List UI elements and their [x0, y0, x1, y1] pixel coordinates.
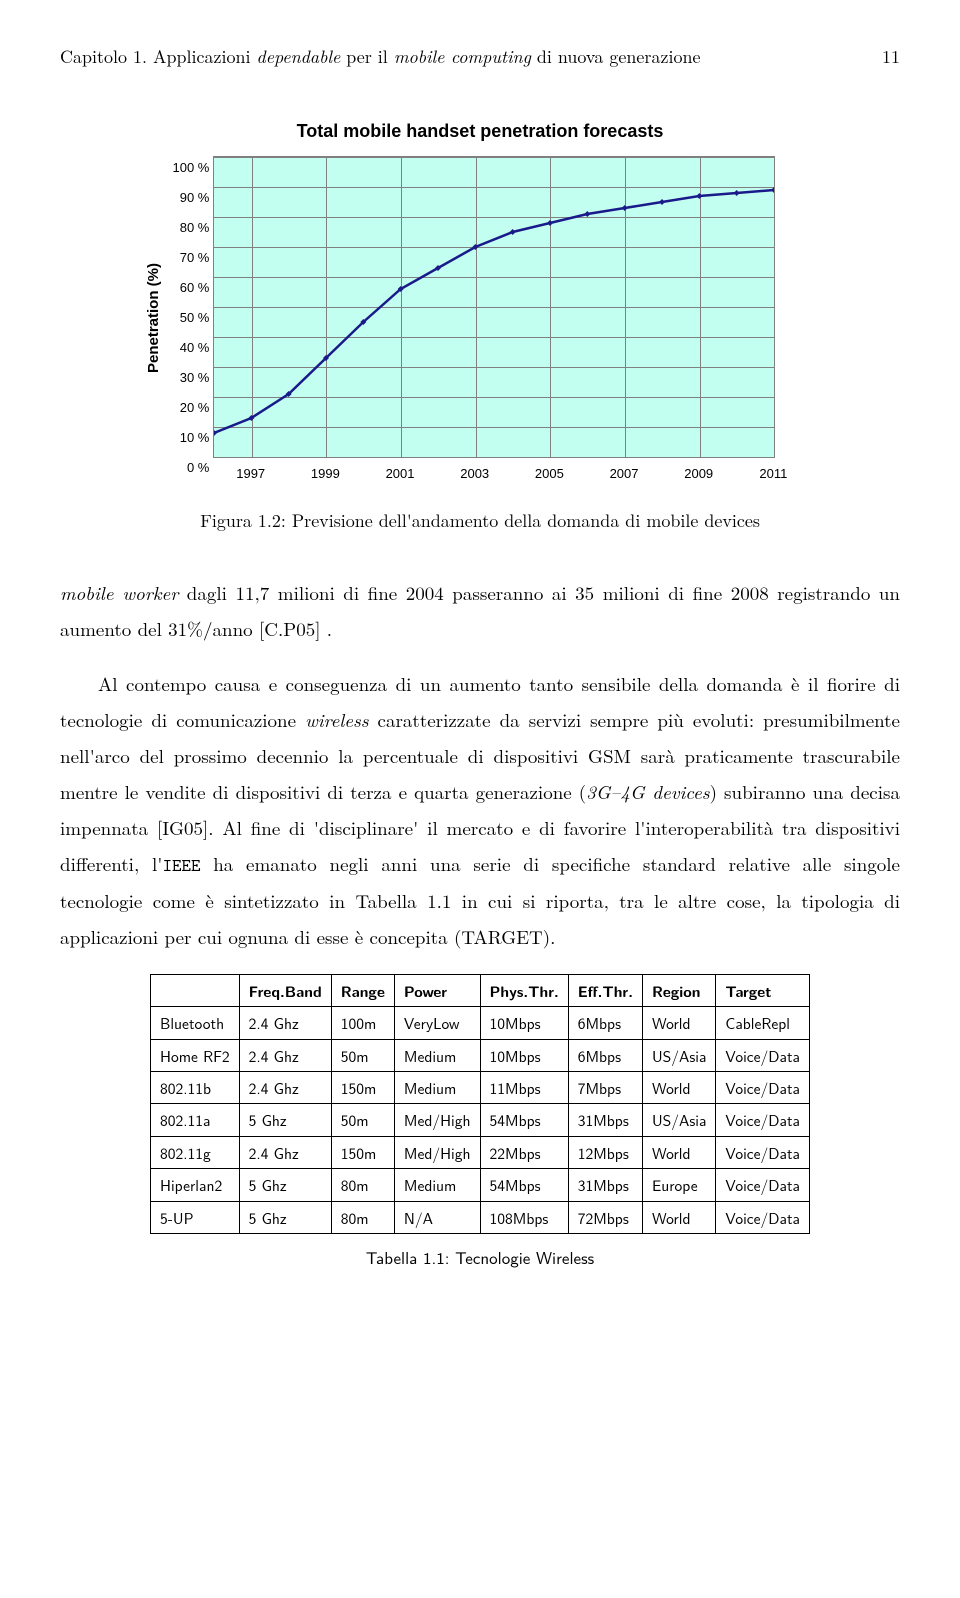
- table-row: 5-UP5 Ghz80mN/A108Mbps72MbpsWorldVoice/D…: [151, 1201, 810, 1233]
- body-paragraphs: mobile worker dagli 11,7 milioni di fine…: [60, 575, 900, 955]
- chart-yaxis: 0 %10 %20 %30 %40 %50 %60 %70 %80 %90 %1…: [173, 168, 214, 468]
- table-header-cell: Eff.Thr.: [568, 974, 642, 1006]
- running-title: Capitolo 1. Applicazioni dependable per …: [60, 40, 700, 74]
- table-row: Home RF22.4 Ghz50mMedium10Mbps6MbpsUS/As…: [151, 1039, 810, 1071]
- running-header: Capitolo 1. Applicazioni dependable per …: [60, 40, 900, 74]
- table-header-cell: Target: [716, 974, 810, 1006]
- table-header-cell: Region: [642, 974, 715, 1006]
- table-row: Hiperlan25 Ghz80mMedium54Mbps31MbpsEurop…: [151, 1169, 810, 1201]
- chart-plot-area: [213, 156, 775, 458]
- paragraph-2: Al contempo causa e conseguenza di un au…: [60, 666, 900, 955]
- figure-caption: Figura 1.2: Previsione dell'andamento de…: [60, 504, 900, 538]
- table-header-cell: [151, 974, 240, 1006]
- table-header-cell: Freq.Band: [239, 974, 331, 1006]
- table-row: Bluetooth2.4 Ghz100mVeryLow10Mbps6MbpsWo…: [151, 1007, 810, 1039]
- chart-title: Total mobile handset penetration forecas…: [140, 114, 820, 148]
- table-header-cell: Phys.Thr.: [480, 974, 568, 1006]
- table-row: 802.11b2.4 Ghz150mMedium11Mbps7MbpsWorld…: [151, 1072, 810, 1104]
- page-number: 11: [882, 40, 900, 74]
- table-header-cell: Range: [331, 974, 394, 1006]
- penetration-chart: Total mobile handset penetration forecas…: [140, 114, 820, 480]
- table-row: 802.11g2.4 Ghz150mMed/High22Mbps12MbpsWo…: [151, 1136, 810, 1168]
- table-caption: Tabella 1.1: Tecnologie Wireless: [60, 1242, 900, 1274]
- table-row: 802.11a5 Ghz50mMed/High54Mbps31MbpsUS/As…: [151, 1104, 810, 1136]
- chart-ylabel: Penetration (%): [140, 263, 169, 373]
- table-header-cell: Power: [394, 974, 480, 1006]
- chart-xaxis: 19971999200120032005200720092011: [213, 462, 773, 480]
- paragraph-1: mobile worker dagli 11,7 milioni di fine…: [60, 575, 900, 647]
- wireless-tech-table: Freq.BandRangePowerPhys.Thr.Eff.Thr.Regi…: [150, 974, 810, 1235]
